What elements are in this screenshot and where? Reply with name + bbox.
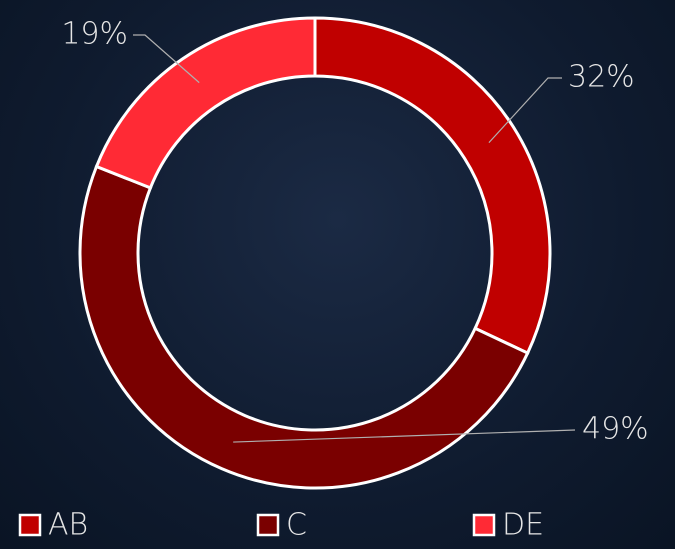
legend-label: C xyxy=(286,508,307,543)
data-label: 19% xyxy=(61,17,128,52)
legend-label: AB xyxy=(48,508,88,543)
data-label: 49% xyxy=(582,412,649,447)
legend-swatch xyxy=(18,513,42,537)
legend-swatch xyxy=(472,513,496,537)
data-label: 32% xyxy=(568,60,635,95)
slice xyxy=(78,164,530,490)
leader-line xyxy=(133,34,200,84)
legend-swatch xyxy=(256,513,280,537)
leader-line xyxy=(233,429,576,443)
legend-label: DE xyxy=(502,508,544,543)
leader-line xyxy=(488,77,562,144)
slice xyxy=(94,16,317,190)
slice xyxy=(313,16,552,356)
